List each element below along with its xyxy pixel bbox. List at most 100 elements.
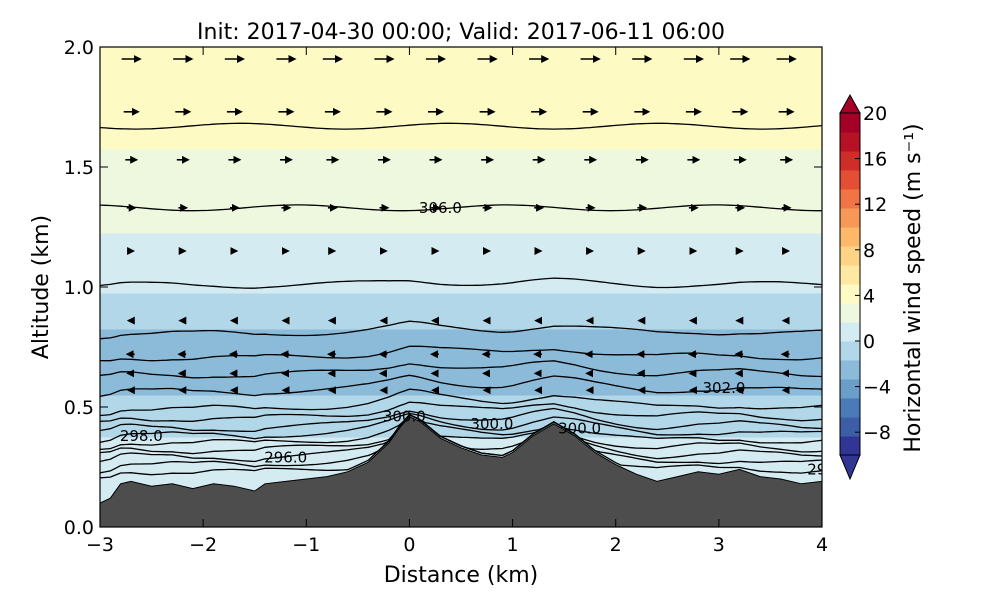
contour-label: 29 xyxy=(807,460,826,478)
colorbar-tick-label: 20 xyxy=(863,103,887,125)
wind-speed-band xyxy=(100,88,822,96)
wind-speed-band xyxy=(100,304,822,312)
wind-speed-band xyxy=(100,100,822,108)
colorbar-segment xyxy=(840,417,860,437)
wind-speed-band xyxy=(100,76,822,84)
colorbar-segment xyxy=(840,227,860,247)
colorbar-segment xyxy=(840,360,860,380)
wind-speed-fill xyxy=(100,47,822,527)
theta-contour-line xyxy=(100,401,822,422)
contour-labels: 298.0 296.0 300.0 300.0 300.0 302.0 306.0 29 xyxy=(120,199,826,479)
wind-speed-band xyxy=(100,430,822,438)
wind-speed-band xyxy=(100,268,822,276)
colorbar-segment xyxy=(840,151,860,171)
wind-speed-band xyxy=(100,400,822,408)
wind-speed-band xyxy=(100,148,822,156)
wind-speed-band xyxy=(100,118,822,126)
contour-label: 306.0 xyxy=(419,199,462,217)
wind-speed-band xyxy=(100,292,822,300)
theta-contour-line xyxy=(100,413,822,463)
colorbar-top-extension xyxy=(839,93,861,114)
wind-speed-band xyxy=(100,184,822,192)
y-axis-ticks: 0.0 0.5 1.0 1.5 2.0 xyxy=(64,37,822,539)
wind-speed-band xyxy=(100,388,822,396)
wind-speed-band xyxy=(100,328,822,336)
colorbar-segment xyxy=(840,398,860,418)
wind-speed-band xyxy=(100,106,822,114)
wind-speed-band xyxy=(100,340,822,348)
wind-speed-band xyxy=(100,358,822,366)
wind-speed-band xyxy=(100,202,822,210)
wind-speed-band xyxy=(100,418,822,426)
contour-label: 296.0 xyxy=(264,448,307,466)
colorbar-tick-label: 0 xyxy=(863,331,875,353)
colorbar-tick-label: 4 xyxy=(863,285,875,307)
wind-speed-band xyxy=(100,160,822,168)
colorbar-segment xyxy=(840,379,860,399)
wind-speed-band xyxy=(100,274,822,282)
wind-speed-band xyxy=(100,256,822,264)
x-axis-ticks: −3 −2 −1 0 1 2 3 4 xyxy=(86,47,828,556)
colorbar-segment xyxy=(840,246,860,266)
wind-speed-band xyxy=(100,190,822,198)
theta-contour-line xyxy=(100,345,822,362)
theta-contour-line xyxy=(100,407,822,433)
wind-speed-band xyxy=(100,214,822,222)
theta-contour-line xyxy=(100,320,822,340)
wind-speed-band xyxy=(100,52,822,60)
colorbar-label: Horizontal wind speed (m s⁻¹) xyxy=(901,123,926,452)
theta-contour-line xyxy=(100,277,822,289)
colorbar-tick-label: 12 xyxy=(863,194,887,216)
colorbar-segment xyxy=(840,341,860,361)
wind-speed-band xyxy=(100,412,822,420)
colorbar-tick-label: 8 xyxy=(863,240,875,262)
wind-speed-band xyxy=(100,376,822,384)
theta-contour-line xyxy=(100,413,822,455)
wind-speed-band xyxy=(100,142,822,150)
wind-speed-band xyxy=(100,370,822,378)
contour-label: 298.0 xyxy=(120,427,163,445)
x-tick-label: −2 xyxy=(189,534,217,556)
y-tick-label: 1.5 xyxy=(64,157,94,179)
wind-speed-band xyxy=(100,226,822,234)
x-axis-label: Distance (km) xyxy=(384,563,539,588)
wind-speed-band xyxy=(100,58,822,66)
theta-contour-line xyxy=(100,412,822,443)
wind-speed-band xyxy=(100,250,822,258)
wind-speed-band xyxy=(100,352,822,360)
colorbar-segment xyxy=(840,303,860,323)
x-tick-label: −3 xyxy=(86,534,114,556)
wind-speed-band xyxy=(100,286,822,294)
wind-vectors xyxy=(121,55,797,395)
wind-speed-band xyxy=(100,136,822,144)
y-axis-label: Altitude (km) xyxy=(29,215,54,359)
wind-speed-band xyxy=(100,262,822,270)
theta-contours xyxy=(100,122,822,479)
wind-speed-band xyxy=(100,346,822,354)
y-tick-label: 0.0 xyxy=(64,517,94,539)
colorbar xyxy=(839,93,861,481)
wind-speed-band xyxy=(100,130,822,138)
wind-speed-band xyxy=(100,298,822,306)
wind-speed-band xyxy=(100,238,822,246)
chart-title: Init: 2017-04-30 00:00; Valid: 2017-06-1… xyxy=(197,20,725,45)
y-tick-label: 2.0 xyxy=(64,37,94,59)
wind-speed-band xyxy=(100,424,822,432)
x-tick-label: 3 xyxy=(713,534,725,556)
x-tick-label: 1 xyxy=(507,534,519,556)
wind-speed-band xyxy=(100,310,822,318)
colorbar-segment xyxy=(840,284,860,304)
wind-speed-band xyxy=(100,47,822,54)
wind-speed-band xyxy=(100,70,822,78)
wind-speed-band xyxy=(100,124,822,132)
colorbar-ticks: 20 16 12 8 4 0 −4 −8 xyxy=(855,103,891,444)
theta-contour-line xyxy=(100,374,822,397)
colorbar-segment xyxy=(840,132,860,152)
x-tick-label: −1 xyxy=(292,534,320,556)
wind-speed-band xyxy=(100,316,822,324)
contour-label: 300.0 xyxy=(383,408,426,426)
y-tick-label: 0.5 xyxy=(64,397,94,419)
theta-contour-line xyxy=(100,413,822,451)
wind-speed-band xyxy=(100,178,822,186)
